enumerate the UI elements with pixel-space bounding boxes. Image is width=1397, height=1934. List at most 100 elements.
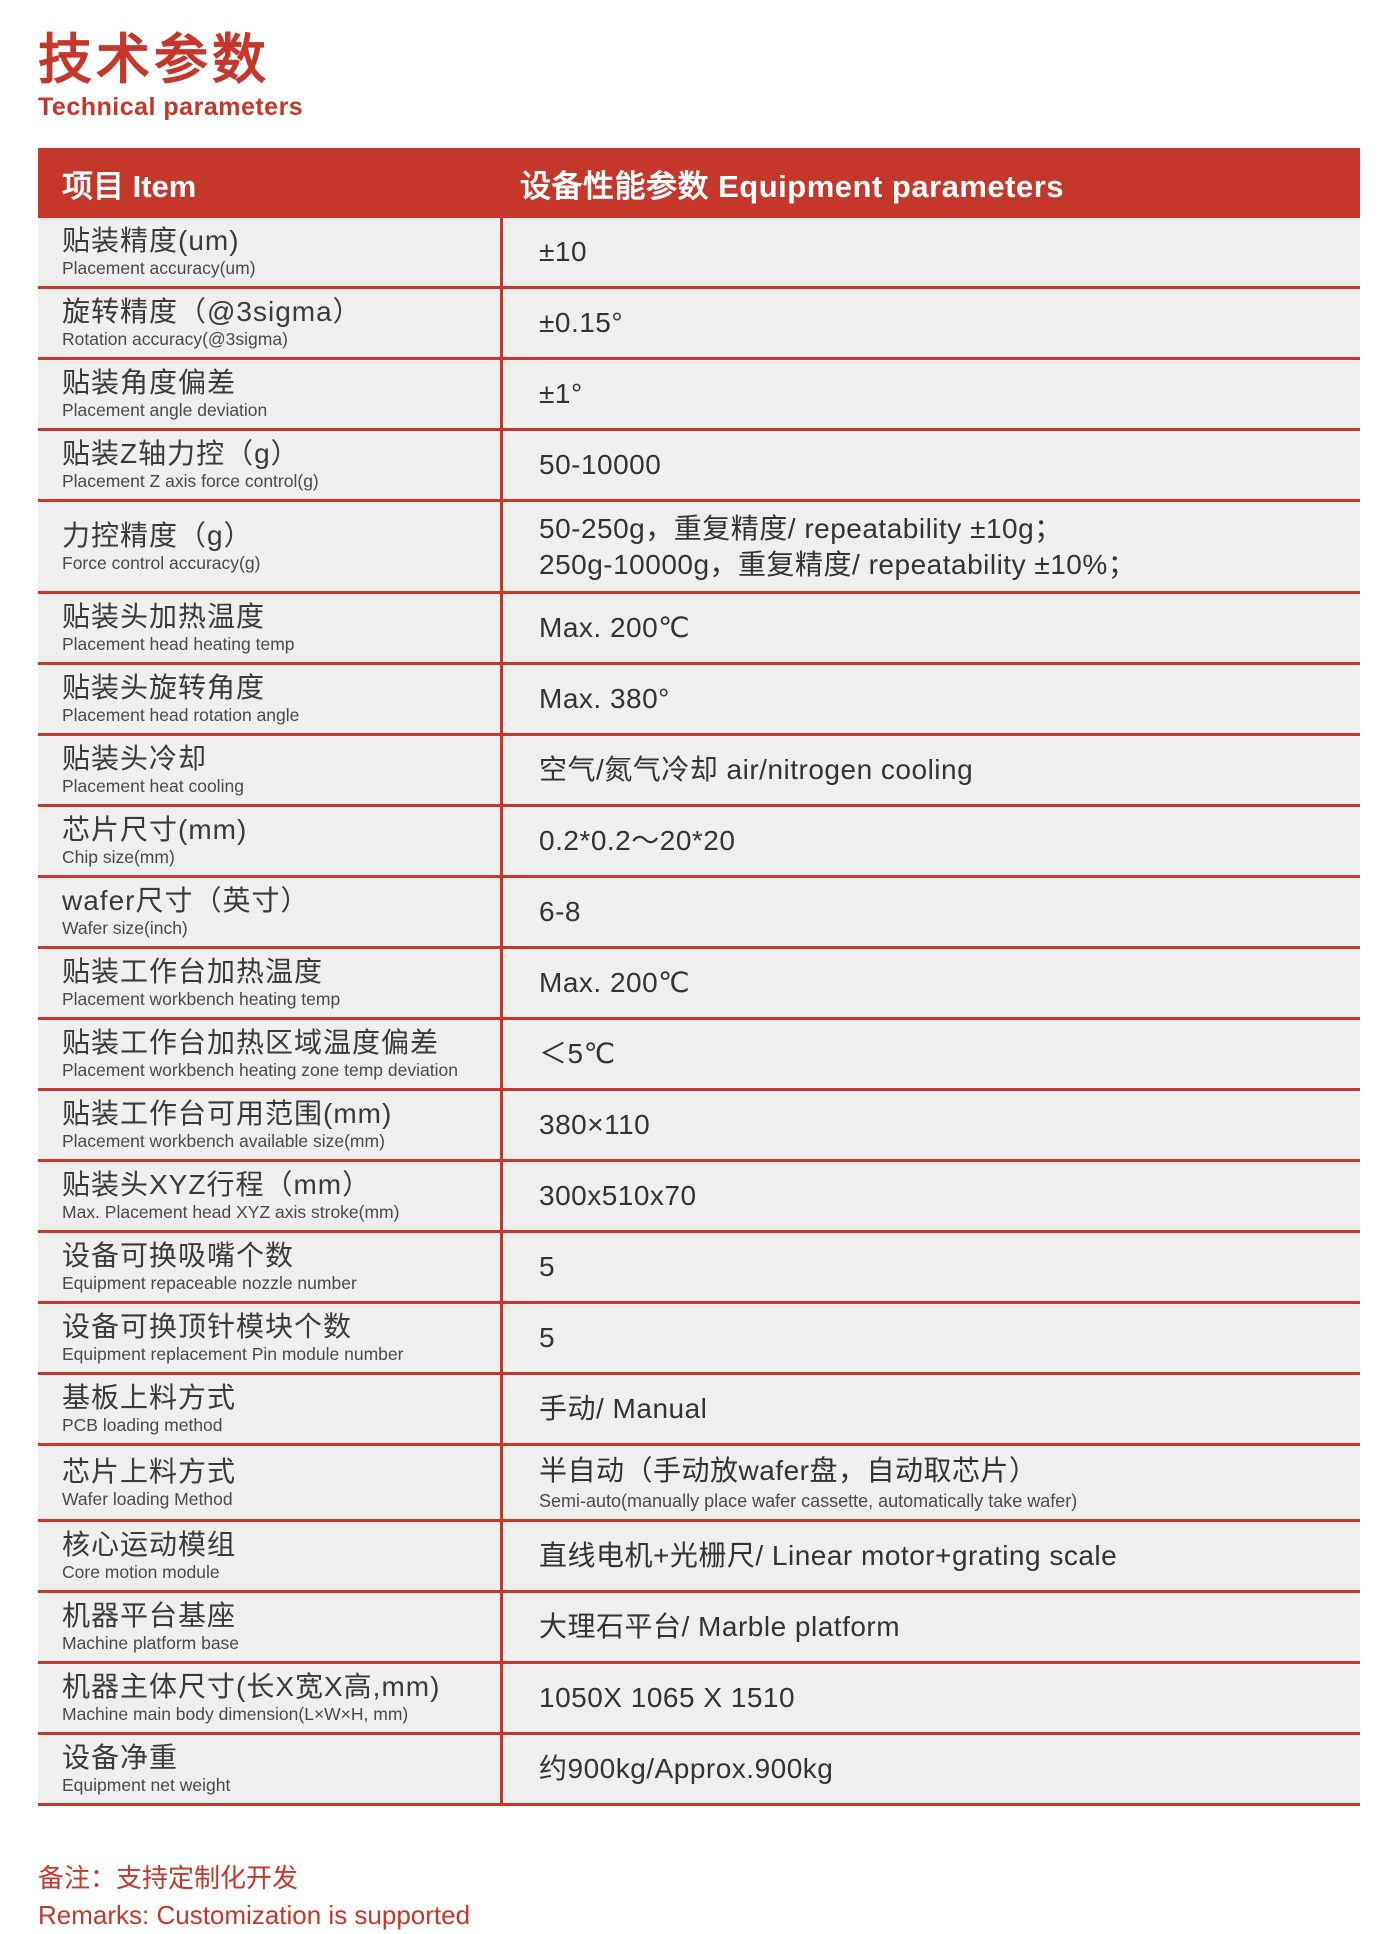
page-title: 技术参数 [38,30,270,90]
page-header: 技术参数 Technical parameters [38,30,1360,122]
row-label: 贴装角度偏差 Placement angle deviation [38,360,500,428]
row-label: 芯片尺寸(mm) Chip size(mm) [38,807,500,875]
table-row: wafer尺寸（英寸） Wafer size(inch) 6-8 [38,878,1360,949]
row-label-zh: 芯片上料方式 [62,1455,237,1487]
row-value: 6-8 [500,878,1360,946]
row-label: 贴装Z轴力控（g） Placement Z axis force control(… [38,431,500,499]
row-value-sub: Semi-auto(manually place wafer cassette,… [539,1491,1078,1511]
row-value-text: 约900kg/Approx.900kg [539,1753,834,1784]
row-label-en: Placement workbench heating temp [62,989,341,1009]
row-label-zh: 贴装头冷却 [62,743,208,774]
row-value: 50-10000 [500,431,1360,499]
row-label: 贴装工作台可用范围(mm) Placement workbench availab… [38,1091,500,1159]
remarks: 备注：支持定制化开发 Remarks: Customization is sup… [38,1860,1360,1934]
row-label: 核心运动模组 Core motion module [38,1522,500,1590]
row-value: 300x510x70 [500,1162,1360,1230]
row-label-zh: 设备可换吸嘴个数 [62,1240,295,1271]
row-value: 直线电机+光栅尺/ Linear motor+grating scale [500,1522,1360,1590]
row-value: 0.2*0.2～20*20 [500,807,1360,875]
column-header-item: 项目 Item [62,168,197,204]
row-label-zh: 设备净重 [62,1742,179,1773]
row-value-text: 手动/ Manual [539,1393,708,1424]
row-label-zh: 贴装角度偏差 [62,367,237,398]
row-label-en: Placement angle deviation [62,400,268,420]
row-label-en: Max. Placement head XYZ axis stroke(mm) [62,1202,400,1222]
row-value-text: 250g-10000g，重复精度/ repeatability ±10%； [539,548,1137,580]
row-value-text: ±0.15° [539,307,624,338]
row-value-text: Max. 380° [539,683,670,714]
row-value: ＜5℃ [500,1020,1360,1088]
row-value-text: 50-10000 [539,449,662,480]
row-label-zh: 贴装头XYZ行程（mm） [62,1169,372,1200]
row-label: 机器主体尺寸(长X宽X高,mm) Machine main body dimens… [38,1664,500,1732]
row-label-en: Placement Z axis force control(g) [62,471,319,491]
row-value-text: 半自动（手动放wafer盘，自动取芯片） [539,1455,1038,1486]
row-label-en: Placement heat cooling [62,776,244,796]
row-label-en: Placement workbench available size(mm) [62,1131,385,1151]
table-row: 旋转精度（@3sigma） Rotation accuracy(@3sigma) ±… [38,289,1360,360]
row-value-text: Max. 200℃ [539,967,691,998]
row-label-zh: 旋转精度（@3sigma） [62,296,362,327]
row-value-text: 6-8 [539,896,581,927]
row-label-en: Placement accuracy(um) [62,258,256,278]
table-row: 力控精度（g） Force control accuracy(g) 50-250g，… [38,502,1360,594]
row-value-text: ±10 [539,236,588,267]
row-value: Max. 200℃ [500,594,1360,662]
row-value-text: ＜5℃ [539,1038,616,1069]
row-value-text: Max. 200℃ [539,612,691,643]
table-row: 贴装精度(um) Placement accuracy(um) ±10 [38,218,1360,289]
row-value: 半自动（手动放wafer盘，自动取芯片） Semi-auto(manually p… [500,1446,1360,1519]
row-value-text: 50-250g，重复精度/ repeatability ±10g； [539,512,1063,544]
row-label-zh: 贴装工作台可用范围(mm) [62,1098,393,1129]
row-value-text: 380×110 [539,1109,651,1140]
row-label: 贴装头冷却 Placement heat cooling [38,736,500,804]
row-label: 贴装精度(um) Placement accuracy(um) [38,218,500,286]
table-row: 设备可换吸嘴个数 Equipment repaceable nozzle numb… [38,1233,1360,1304]
row-value-text: 5 [539,1322,556,1353]
row-label: 贴装工作台加热温度 Placement workbench heating tem… [38,949,500,1017]
row-label-en: PCB loading method [62,1415,223,1435]
row-label: 设备可换顶针模块个数 Equipment replacement Pin modu… [38,1304,500,1372]
row-value-text: 300x510x70 [539,1180,697,1211]
table-row: 基板上料方式 PCB loading method 手动/ Manual [38,1375,1360,1446]
table-row: 机器主体尺寸(长X宽X高,mm) Machine main body dimens… [38,1664,1360,1735]
row-value: ±0.15° [500,289,1360,357]
table-row: 设备净重 Equipment net weight 约900kg/Approx.90… [38,1735,1360,1806]
row-label: wafer尺寸（英寸） Wafer size(inch) [38,878,500,946]
spec-table: 项目 Item 设备性能参数 Equipment parameters 贴装精度… [38,148,1360,1806]
row-label: 设备可换吸嘴个数 Equipment repaceable nozzle numb… [38,1233,500,1301]
remarks-zh: 备注：支持定制化开发 [38,1863,299,1893]
row-label: 力控精度（g） Force control accuracy(g) [38,502,500,591]
row-value: 约900kg/Approx.900kg [500,1735,1360,1803]
table-row: 芯片上料方式 Wafer loading Method 半自动（手动放wafer盘，… [38,1446,1360,1522]
row-label: 贴装头XYZ行程（mm） Max. Placement head XYZ axis… [38,1162,500,1230]
row-value: 380×110 [500,1091,1360,1159]
row-label: 基板上料方式 PCB loading method [38,1375,500,1443]
row-label-zh: 基板上料方式 [62,1382,237,1413]
row-label-en: Equipment repaceable nozzle number [62,1273,357,1293]
table-row: 贴装工作台加热区域温度偏差 Placement workbench heating… [38,1020,1360,1091]
row-label-zh: 力控精度（g） [62,519,253,551]
row-value: Max. 380° [500,665,1360,733]
row-label: 芯片上料方式 Wafer loading Method [38,1446,500,1519]
row-label-en: Rotation accuracy(@3sigma) [62,329,288,349]
row-value: 5 [500,1233,1360,1301]
row-label-zh: 贴装精度(um) [62,225,240,256]
row-value: 手动/ Manual [500,1375,1360,1443]
row-label-zh: 贴装工作台加热区域温度偏差 [62,1027,440,1058]
row-value: 50-250g，重复精度/ repeatability ±10g； 250g-10… [500,502,1360,591]
spec-table-body: 贴装精度(um) Placement accuracy(um) ±10 旋转精度（@3… [38,218,1360,1806]
table-row: 贴装工作台加热温度 Placement workbench heating tem… [38,949,1360,1020]
row-label-en: Wafer loading Method [62,1488,233,1509]
row-value: 5 [500,1304,1360,1372]
row-label-en: Placement head rotation angle [62,705,300,725]
row-value-text: ±1° [539,378,583,409]
row-value-text: 1050X 1065 X 1510 [539,1682,796,1713]
row-label-zh: 贴装头旋转角度 [62,672,266,703]
table-row: 贴装角度偏差 Placement angle deviation ±1° [38,360,1360,431]
row-label-en: Placement workbench heating zone temp de… [62,1060,458,1080]
page-subtitle: Technical parameters [38,93,304,121]
row-label-en: Equipment replacement Pin module number [62,1344,404,1364]
table-row: 核心运动模组 Core motion module 直线电机+光栅尺/ Linear… [38,1522,1360,1593]
row-label: 贴装头旋转角度 Placement head rotation angle [38,665,500,733]
